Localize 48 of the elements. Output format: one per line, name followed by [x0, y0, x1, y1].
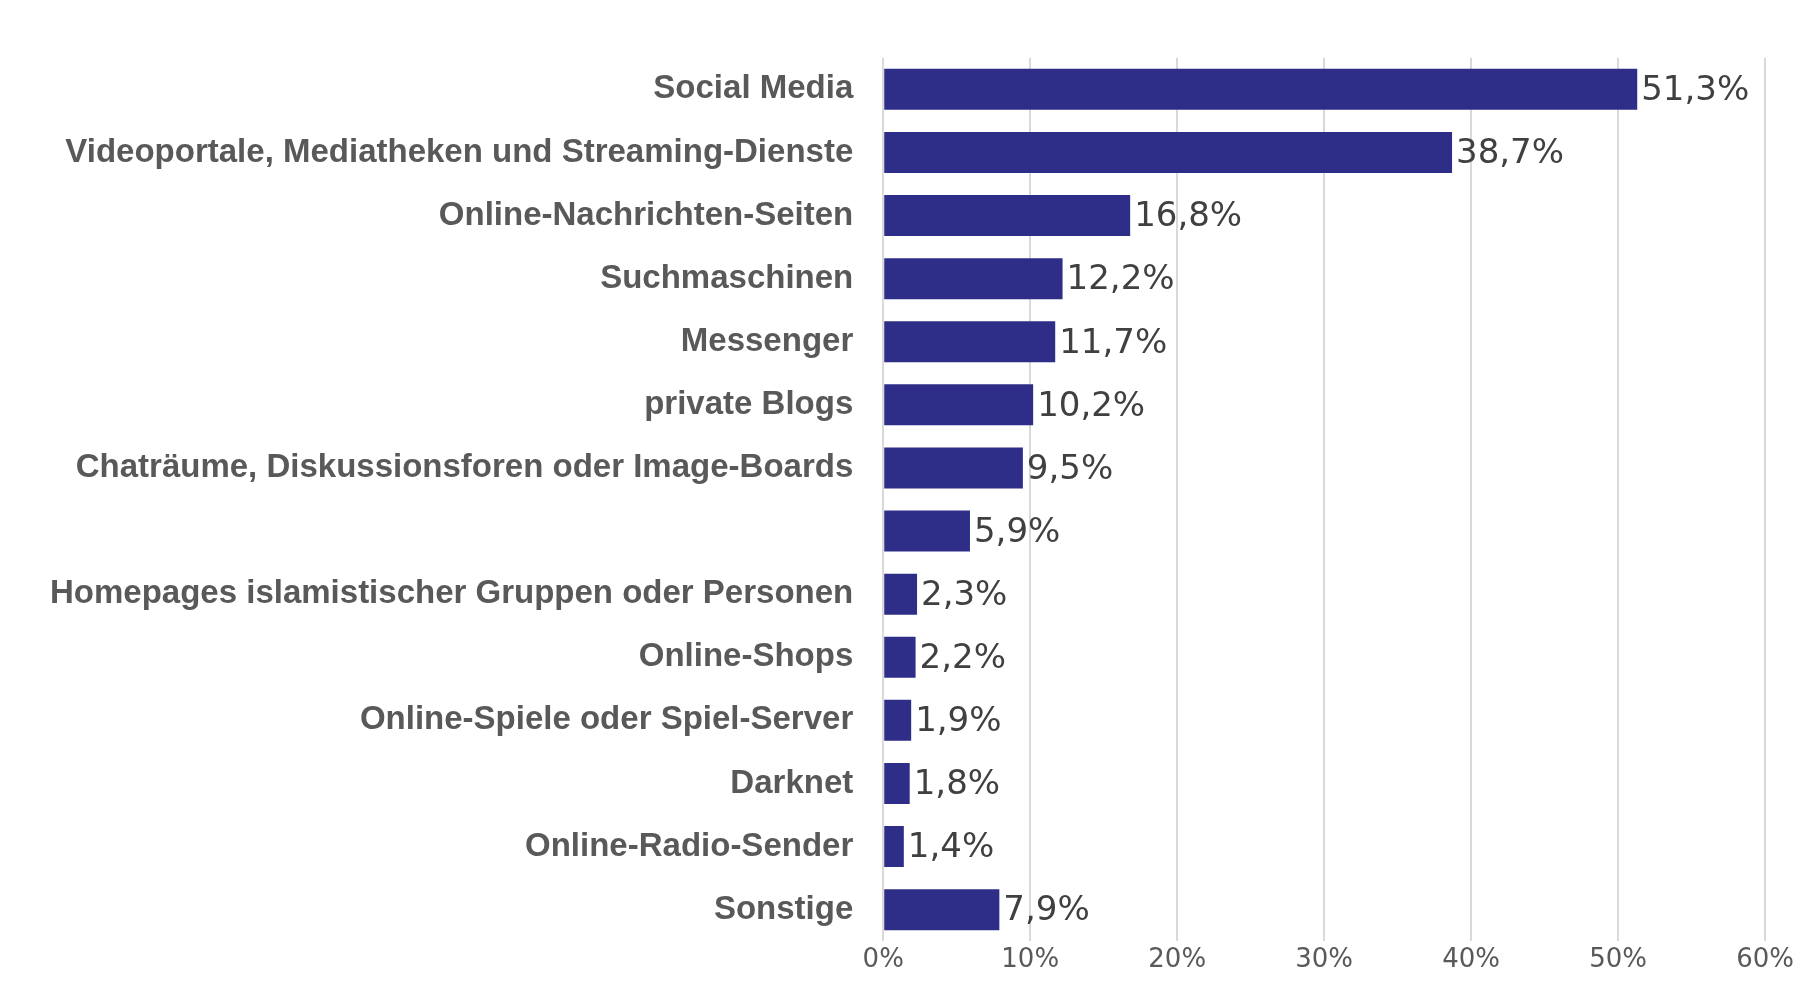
- bar: [884, 131, 1453, 173]
- data-label: 1,9%: [915, 699, 1002, 740]
- data-label: 7,9%: [1003, 888, 1090, 929]
- bar: [884, 762, 910, 804]
- y-tick-label: Online-Nachrichten-Seiten: [438, 194, 854, 232]
- data-label: 10,2%: [1037, 383, 1146, 424]
- y-tick-label: Sonstige: [713, 888, 854, 926]
- y-tick-label: private Blogs: [644, 383, 854, 421]
- data-label: 12,2%: [1066, 257, 1175, 298]
- bar: [884, 826, 904, 868]
- y-tick-label: Darknet: [730, 762, 854, 800]
- x-tick-label: 10%: [1001, 942, 1060, 973]
- data-label: 38,7%: [1456, 131, 1565, 172]
- data-label: 16,8%: [1134, 194, 1243, 235]
- y-tick-label: Videoportale, Mediatheken und Streaming-Dienste: [65, 131, 854, 169]
- bar: [884, 636, 916, 678]
- data-label: 9,5%: [1026, 446, 1114, 487]
- y-tick-label: Suchmaschinen: [600, 257, 854, 295]
- data-label: 1,4%: [907, 825, 995, 866]
- y-tick-label: Social Media: [653, 68, 854, 106]
- x-tick-label: 40%: [1442, 942, 1501, 973]
- bar: [884, 68, 1638, 110]
- y-tick-label: Messenger: [680, 320, 854, 358]
- bar: [884, 447, 1023, 489]
- y-tick-label: Online-Radio-Sender: [525, 825, 854, 863]
- x-tick-label: 0%: [862, 942, 904, 973]
- data-label: 2,3%: [921, 572, 1008, 613]
- data-label: 1,8%: [913, 762, 1001, 803]
- bar: [884, 889, 1000, 931]
- x-tick-label: 30%: [1295, 942, 1354, 973]
- x-tick-label: 50%: [1589, 942, 1648, 973]
- y-tick-label: Online-Spiele oder Spiel-Server: [359, 699, 854, 737]
- bar: [884, 195, 1131, 237]
- x-tick-label: 60%: [1736, 942, 1794, 973]
- data-label: 2,2%: [919, 636, 1006, 677]
- bar: [884, 384, 1034, 426]
- y-tick-label: Online-Shops: [638, 636, 854, 674]
- bar: [884, 573, 918, 615]
- data-label: 5,9%: [973, 509, 1061, 550]
- y-tick-label: Homepages islamistischer Gruppen oder Personen: [50, 573, 854, 611]
- bar: [884, 699, 912, 741]
- data-label: 11,7%: [1059, 320, 1168, 361]
- y-tick-label: Chaträume, Diskussionsforen oder Image-Boards: [75, 447, 854, 485]
- x-tick-label: 20%: [1148, 942, 1207, 973]
- data-label: 51,3%: [1641, 68, 1750, 109]
- bar: [884, 258, 1063, 300]
- bar: [884, 510, 970, 552]
- bar: [884, 321, 1056, 363]
